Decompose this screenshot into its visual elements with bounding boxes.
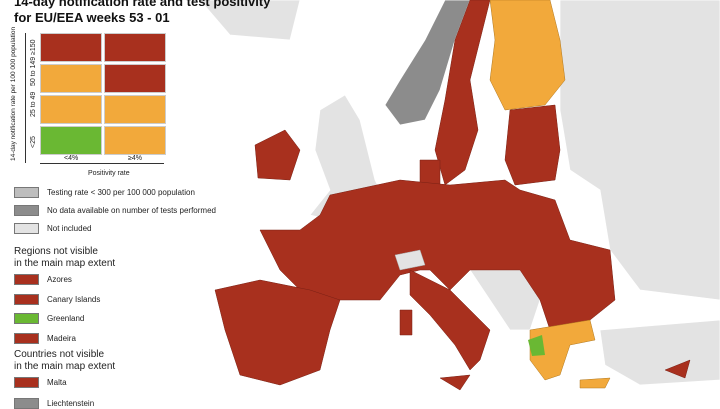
legend-label: No data available on number of tests per… bbox=[47, 206, 216, 215]
header-line: in the main map extent bbox=[14, 361, 116, 372]
legend-item: Liechtenstein bbox=[14, 398, 94, 409]
row-label: ≥150 bbox=[30, 39, 37, 55]
title-line-1: 14-day notification rate and test positi… bbox=[14, 0, 271, 9]
legend-section-header: Countries not visible in the main map ext… bbox=[14, 349, 115, 373]
legend-item: Canary Islands bbox=[14, 293, 101, 305]
legend-section-header: Regions not visible in the main map exten… bbox=[14, 246, 115, 270]
legend-item: Malta bbox=[14, 377, 67, 388]
legend-label: Madeira bbox=[47, 333, 76, 343]
eu-red bbox=[214, 0, 691, 391]
legend-item: Azores bbox=[14, 274, 72, 285]
legend-item: Testing rate < 300 per 100 000 populatio… bbox=[14, 187, 195, 198]
matrix-cell bbox=[104, 126, 166, 155]
header-line: Regions not visible bbox=[14, 246, 98, 257]
rate-positivity-matrix: 14-day notification rate per 100 000 pop… bbox=[10, 27, 166, 183]
legend-label: Malta bbox=[47, 378, 67, 387]
legend-swatch bbox=[14, 377, 39, 388]
x-axis-arrow bbox=[40, 163, 164, 164]
col-label: ≥4% bbox=[128, 155, 142, 162]
y-axis-label: 14-day notification rate per 100 000 pop… bbox=[10, 26, 17, 161]
matrix-cell bbox=[40, 126, 102, 155]
finland bbox=[489, 0, 566, 111]
y-axis-arrow bbox=[25, 33, 26, 163]
matrix-cell bbox=[40, 64, 102, 93]
non-included-land bbox=[199, 0, 720, 386]
header-line: Countries not visible bbox=[14, 349, 105, 360]
legend-swatch bbox=[14, 187, 39, 198]
legend-swatch bbox=[14, 293, 39, 305]
legend-swatch bbox=[14, 398, 39, 409]
row-label: <25 bbox=[30, 136, 37, 148]
header-line: in the main map extent bbox=[14, 258, 116, 269]
legend-label: Canary Islands bbox=[47, 294, 101, 304]
legend-item: Not included bbox=[14, 223, 91, 234]
matrix-cell bbox=[104, 95, 166, 124]
legend-label: Greenland bbox=[47, 314, 85, 323]
title-line-2: for EU/EEA weeks 53 - 01 bbox=[14, 10, 170, 25]
matrix-cell bbox=[104, 64, 166, 93]
col-label: <4% bbox=[64, 155, 79, 162]
legend-swatch bbox=[14, 274, 39, 285]
greece bbox=[529, 319, 611, 389]
matrix-cell bbox=[40, 33, 102, 62]
legend-label: Azores bbox=[47, 275, 72, 284]
map-title: 14-day notification rate and test positi… bbox=[14, 0, 270, 26]
legend-swatch bbox=[14, 223, 39, 234]
legend-item: Greenland bbox=[14, 313, 84, 324]
legend-label: Not included bbox=[47, 224, 92, 233]
row-label: 25 to 49 bbox=[30, 91, 37, 117]
greece-green-region bbox=[528, 335, 545, 356]
legend-swatch bbox=[14, 332, 39, 344]
row-label: 50 to 149 bbox=[30, 56, 37, 86]
matrix-cell bbox=[40, 95, 102, 124]
legend-item: No data available on number of tests per… bbox=[14, 205, 216, 216]
legend-label: Testing rate < 300 per 100 000 populatio… bbox=[47, 188, 195, 197]
x-axis-label: Positivity rate bbox=[88, 170, 130, 177]
legend-swatch bbox=[14, 205, 39, 216]
legend-item: Madeira bbox=[14, 332, 76, 344]
switzerland bbox=[394, 249, 426, 271]
matrix-cell bbox=[104, 33, 166, 62]
legend-swatch bbox=[14, 313, 39, 324]
legend-label: Liechtenstein bbox=[47, 399, 95, 408]
